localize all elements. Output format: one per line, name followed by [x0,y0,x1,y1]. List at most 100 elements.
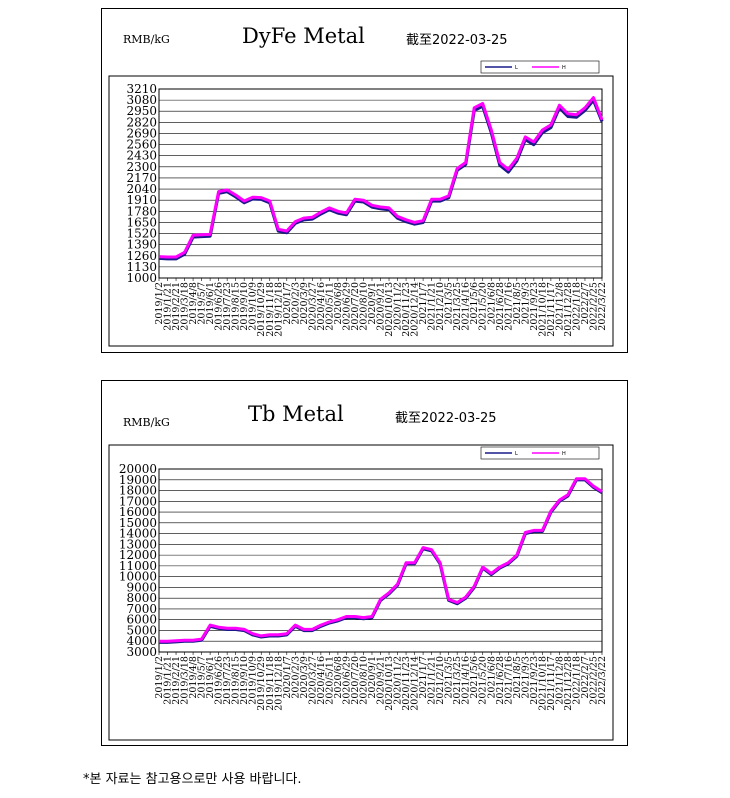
x-tick-label: 2019/8/15 [231,656,242,705]
x-tick-label: 2020/3/27 [307,282,318,331]
dyfe-chart-panel: DyFe Metal RMB/kG 截至2022-03-25 L H 1000 1… [101,8,628,353]
x-tick-label: 2020/8/10 [358,282,369,331]
x-tick-label: 2021/8/5 [512,656,523,699]
legend-label-l: L [515,451,518,457]
x-tick-label: 2019/6/1 [205,656,216,699]
y-tick-label: 20000 [119,462,157,476]
x-tick-label: 2020/6/29 [341,656,352,705]
as-of-date: 截至2022-03-25 [395,411,497,426]
x-tick-label: 2019/1/2 [154,656,165,699]
y-tick-label: 9000 [126,580,157,594]
x-tick-label: 2021/6/28 [495,282,506,331]
x-tick-label: 2020/12/14 [410,282,421,337]
x-tick-label: 2021/1/21 [427,282,438,331]
y-tick-label: 13000 [119,537,157,551]
legend: L H [480,60,600,74]
x-tick-label: 2019/11/18 [265,656,276,711]
x-tick-label: 2021/1/7 [418,282,429,325]
x-tick-label: 2019/10/9 [248,656,259,705]
x-tick-label: 2022/2/7 [580,656,591,699]
gridlines [158,88,603,279]
x-tick-label: 2021/9/23 [529,282,540,331]
unit-label: RMB/kG [123,416,170,429]
x-tick-label: 2019/5/7 [197,656,208,699]
y-tick-label: 18000 [119,484,157,498]
x-tick-label: 2020/6/8 [333,282,344,325]
x-tick-label: 2021/4/16 [461,282,472,331]
x-tick-label: 2021/5/6 [469,282,480,325]
x-tick-label: 2019/7/23 [222,282,233,331]
x-tick-label: 2021/12/8 [554,656,565,705]
x-tick-label: 2022/1/18 [571,656,582,705]
footnote: *본 자료는 참고용으로만 사용 바랍니다. [83,772,302,787]
x-tick-label: 2020/9/1 [367,282,378,325]
x-tick-label: 2021/1/21 [427,656,438,705]
x-tick-label: 2020/3/27 [307,656,318,705]
x-tick-label: 2019/6/26 [214,282,225,331]
x-tick-label: 2020/2/3 [290,656,301,699]
y-tick-label: 8000 [126,591,157,605]
x-tick-label: 2022/2/25 [588,282,599,331]
x-tick-label: 2020/1/7 [282,282,293,325]
x-tick-label: 2020/10/13 [384,282,395,337]
x-tick-label: 2021/2/10 [435,656,446,705]
series-line-h [159,477,603,643]
y-tick-label: 2040 [126,182,157,196]
x-tick-label: 2020/5/11 [324,656,335,705]
x-tick-label: 2019/10/9 [248,282,259,331]
x-tick-label: 2019/9/10 [239,656,250,705]
y-tick-label: 2170 [126,171,157,185]
y-axis-ticks: 1000113012601390152016501780191020402170… [126,82,157,285]
y-tick-label: 17000 [119,494,157,508]
x-tick-label: 2019/9/10 [239,282,250,331]
x-tick-label: 2021/3/5 [444,282,455,325]
x-tick-label: 2019/5/7 [197,282,208,325]
tb-chart-panel: Tb Metal RMB/kG 截至2022-03-25 L H 3000 400… [101,380,628,746]
y-tick-label: 12000 [119,548,157,562]
series-line-l [159,478,603,644]
y-tick-label: 1520 [126,227,157,241]
y-tick-label: 2430 [126,149,157,163]
y-axis-ticks: 3000400050006000700080009000100001100012… [119,462,157,659]
y-tick-label: 16000 [119,505,157,519]
chart-title: Tb Metal [248,402,344,426]
x-tick-label: 2021/5/20 [478,282,489,331]
x-tick-label: 2020/9/21 [376,656,387,705]
x-tick-label: 2020/7/20 [350,282,361,331]
x-tick-label: 2020/9/21 [376,282,387,331]
x-tick-label: 2021/6/28 [495,656,506,705]
legend-label-h: H [562,451,566,457]
chart-title: DyFe Metal [242,24,365,48]
y-tick-label: 1910 [126,193,157,207]
y-tick-label: 1650 [126,215,157,229]
y-tick-label: 6000 [126,613,157,627]
y-tick-label: 2690 [126,126,157,140]
x-axis-ticks: 2019/1/22019/1/212019/2/212019/3/182019/… [154,278,608,337]
x-tick-label: 2019/4/8 [188,282,199,325]
x-tick-label: 2019/7/23 [222,656,233,705]
x-tick-label: 2019/6/26 [214,656,225,705]
y-tick-label: 5000 [126,623,157,637]
y-tick-label: 1130 [126,260,157,274]
y-tick-label: 1260 [126,249,157,263]
x-tick-label: 2020/7/20 [350,656,361,705]
x-tick-label: 2021/12/28 [563,282,574,337]
x-tick-label: 2020/3/9 [299,282,310,325]
x-tick-label: 2022/2/25 [588,656,599,705]
x-tick-label: 2021/12/8 [554,282,565,331]
x-tick-label: 2022/1/18 [571,282,582,331]
x-tick-label: 2020/11/23 [401,282,412,337]
x-tick-label: 2021/5/20 [478,656,489,705]
x-tick-label: 2021/11/17 [546,656,557,711]
y-tick-label: 14000 [119,527,157,541]
x-tick-label: 2019/12/18 [273,282,284,337]
x-tick-label: 2020/2/3 [290,282,301,325]
x-tick-label: 2019/4/8 [188,656,199,699]
x-tick-label: 2019/3/18 [180,656,191,705]
x-tick-label: 2019/2/21 [171,282,182,331]
x-tick-label: 2020/6/29 [341,282,352,331]
x-tick-label: 2021/2/10 [435,282,446,331]
x-tick-label: 2020/10/13 [384,656,395,711]
x-tick-label: 2020/9/1 [367,656,378,699]
y-tick-label: 19000 [119,473,157,487]
